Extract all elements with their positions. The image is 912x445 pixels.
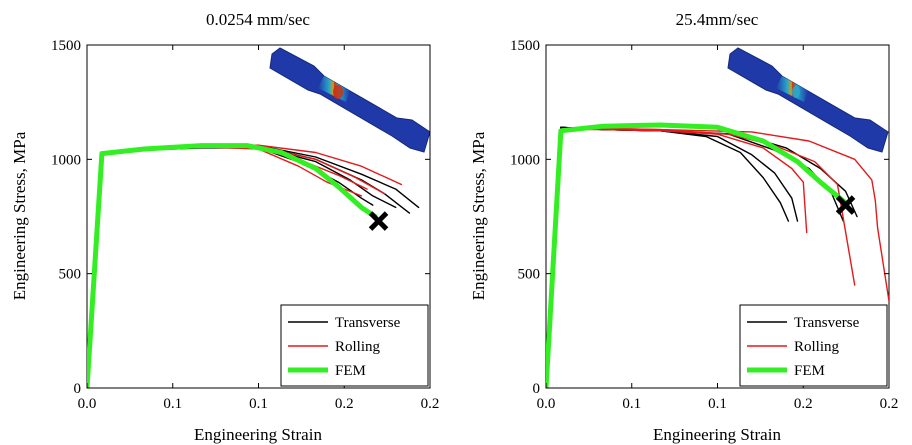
legend-label-fem: FEM bbox=[335, 363, 366, 379]
x-tick-label: 0.0 bbox=[78, 396, 97, 412]
x-axis-label: Engineering Strain bbox=[194, 425, 322, 444]
y-axis-ticks: 0 500 1000 1500 bbox=[510, 38, 889, 397]
chart-title: 0.0254 mm/sec bbox=[206, 10, 310, 29]
series-layer bbox=[87, 143, 420, 388]
x-tick-label: 0.2 bbox=[880, 396, 899, 412]
specimen-neck-hotspot bbox=[333, 85, 343, 99]
specimen-shape bbox=[727, 47, 889, 153]
y-tick-label: 1500 bbox=[51, 38, 81, 54]
series-layer bbox=[546, 122, 889, 388]
y-tick-label: 1000 bbox=[51, 152, 81, 168]
y-tick-label: 1500 bbox=[510, 38, 540, 54]
series-line-fem bbox=[87, 143, 378, 388]
marker-layer bbox=[835, 195, 856, 215]
marker-layer bbox=[368, 211, 389, 231]
legend-label-fem: FEM bbox=[794, 363, 825, 379]
legend: Transverse Rolling FEM bbox=[739, 304, 888, 387]
specimen-illustration bbox=[269, 47, 431, 153]
failure-marker bbox=[368, 211, 389, 231]
specimen-illustration bbox=[727, 47, 889, 153]
x-tick-label: 0.1 bbox=[249, 396, 268, 412]
legend-label-transverse: Transverse bbox=[794, 315, 860, 331]
x-axis-ticks: 0.0 0.1 0.1 0.2 0.2 bbox=[537, 45, 899, 412]
x-tick-label: 0.1 bbox=[163, 396, 182, 412]
x-axis-label: Engineering Strain bbox=[653, 425, 781, 444]
legend-label-rolling: Rolling bbox=[794, 339, 840, 355]
y-axis-ticks: 0 500 1000 1500 bbox=[51, 38, 430, 397]
y-axis-label: Engineering Stress, MPa bbox=[10, 131, 29, 300]
series-line-fem bbox=[546, 122, 849, 388]
x-tick-label: 0.1 bbox=[622, 396, 641, 412]
x-tick-label: 0.1 bbox=[708, 396, 727, 412]
x-tick-label: 0.2 bbox=[421, 396, 440, 412]
left-chart-panel: 0.0254 mm/sec 0.0 0.1 0.1 0.2 0.2 0 500 1000 15… bbox=[10, 10, 439, 444]
legend: Transverse Rolling FEM bbox=[280, 304, 429, 387]
specimen-neck-highlight bbox=[776, 76, 808, 102]
y-tick-label: 0 bbox=[533, 381, 541, 397]
x-tick-label: 0.2 bbox=[794, 396, 813, 412]
x-tick-label: 0.0 bbox=[537, 396, 556, 412]
x-axis-ticks: 0.0 0.1 0.1 0.2 0.2 bbox=[78, 45, 440, 412]
failure-marker bbox=[835, 195, 856, 215]
specimen-neck-hotspot bbox=[792, 86, 800, 98]
legend-label-transverse: Transverse bbox=[335, 315, 401, 331]
x-tick-label: 0.2 bbox=[335, 396, 354, 412]
right-chart-panel: 25.4mm/sec 0.0 0.1 0.1 0.2 0.2 050010001500 … bbox=[469, 10, 898, 444]
y-axis-label: Engineering Stress, MPa bbox=[469, 131, 488, 300]
y-tick-label: 500 bbox=[59, 267, 82, 283]
y-tick-label: 0 bbox=[74, 381, 82, 397]
y-tick-label: 500 bbox=[518, 267, 541, 283]
chart-title: 25.4mm/sec bbox=[676, 10, 759, 29]
y-tick-label: 1000 bbox=[510, 152, 540, 168]
specimen-shape bbox=[269, 47, 431, 153]
legend-label-rolling: Rolling bbox=[335, 339, 381, 355]
